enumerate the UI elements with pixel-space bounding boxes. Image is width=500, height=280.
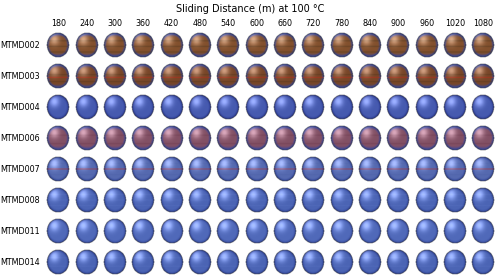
Text: 720: 720 [306, 19, 321, 28]
Text: 240: 240 [79, 19, 94, 28]
Text: MTMD007: MTMD007 [0, 165, 40, 174]
Text: 600: 600 [249, 19, 264, 28]
Text: MTMD002: MTMD002 [0, 41, 40, 50]
Text: 960: 960 [419, 19, 434, 28]
Text: MTMD011: MTMD011 [0, 227, 40, 236]
Text: 180: 180 [50, 19, 66, 28]
Text: 540: 540 [220, 19, 236, 28]
Text: 840: 840 [362, 19, 378, 28]
Text: MTMD008: MTMD008 [0, 196, 40, 205]
Text: 660: 660 [278, 19, 292, 28]
Text: 480: 480 [192, 19, 208, 28]
Text: MTMD004: MTMD004 [0, 103, 40, 112]
Text: 1080: 1080 [474, 19, 494, 28]
Text: 420: 420 [164, 19, 179, 28]
Text: 900: 900 [390, 19, 406, 28]
Text: 300: 300 [108, 19, 122, 28]
Text: MTMD014: MTMD014 [0, 258, 40, 267]
Text: 1020: 1020 [445, 19, 465, 28]
Text: MTMD006: MTMD006 [0, 134, 40, 143]
Text: 780: 780 [334, 19, 349, 28]
Text: 360: 360 [136, 19, 150, 28]
Text: Sliding Distance (m) at 100 °C: Sliding Distance (m) at 100 °C [176, 4, 324, 14]
Text: MTMD003: MTMD003 [0, 72, 40, 81]
